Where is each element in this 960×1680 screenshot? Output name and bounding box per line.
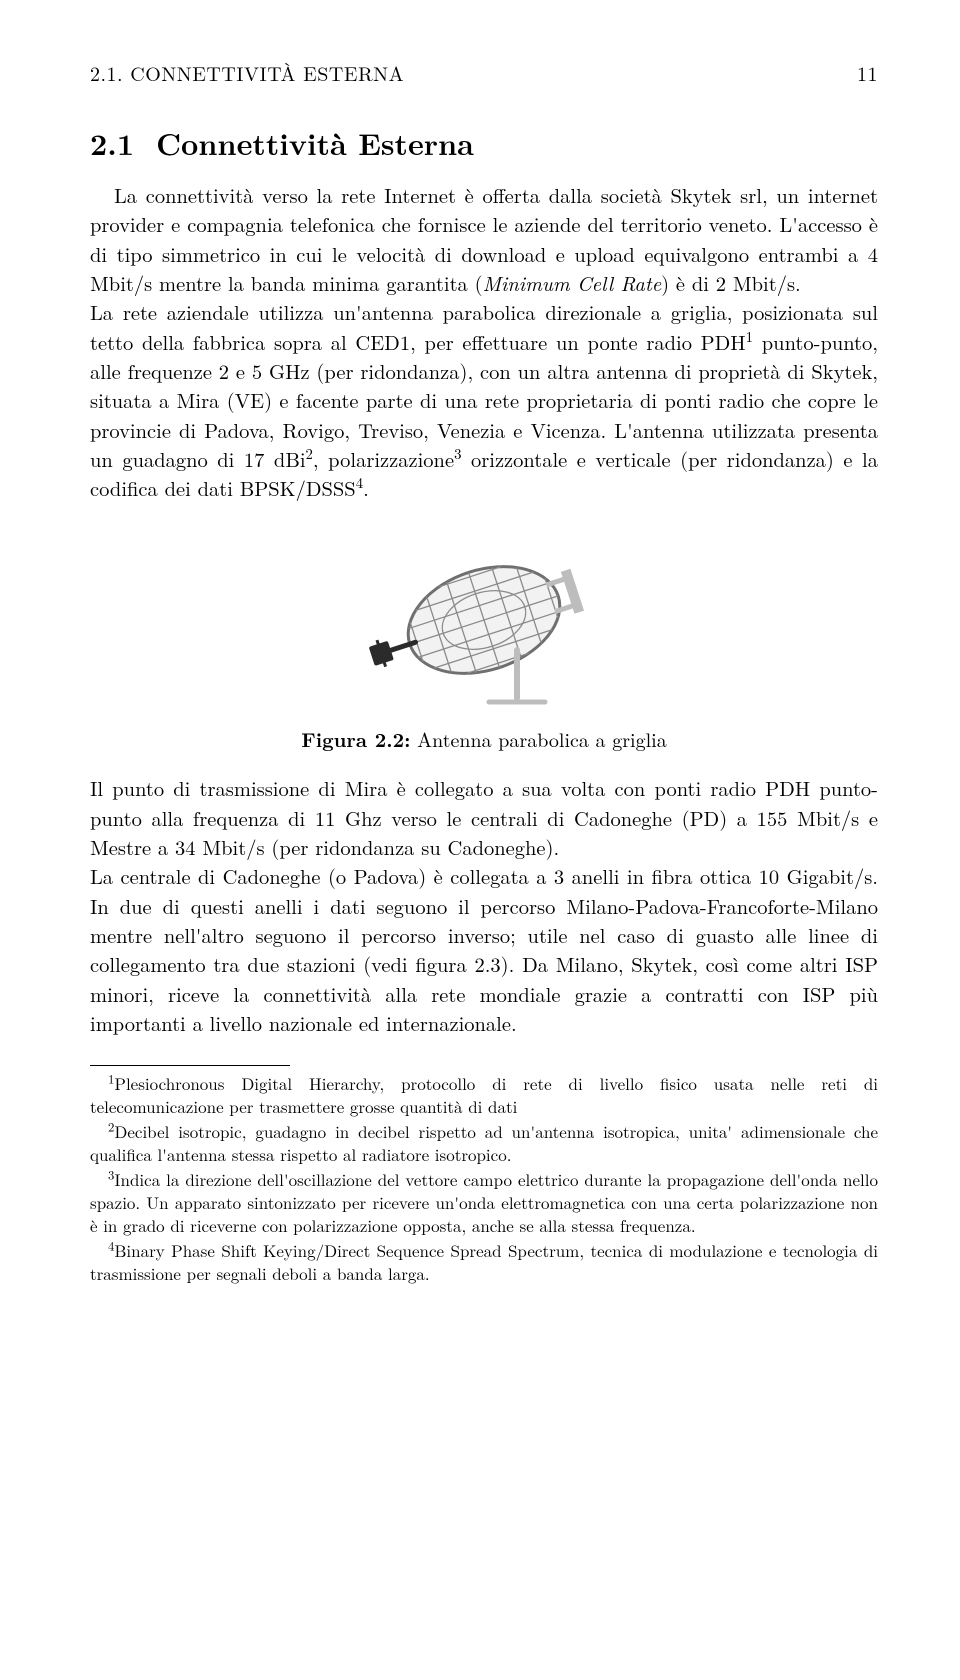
footnotes: 1Plesiochronous Digital Hierarchy, proto…	[90, 1072, 878, 1284]
footnote-3: 3Indica la direzione dell'oscillazione d…	[90, 1168, 878, 1237]
paragraph-1: La connettività verso la rete Internet è…	[90, 180, 878, 297]
figure-caption-text: Antenna parabolica a griglia	[417, 724, 667, 753]
figure-label: Figura 2.2:	[301, 724, 410, 753]
footnote-1: 1Plesiochronous Digital Hierarchy, proto…	[90, 1072, 878, 1118]
running-header: 2.1. CONNETTIVITÀ ESTERNA 11	[90, 58, 878, 87]
paragraph-3: Il punto di trasmissione di Mira è colle…	[90, 773, 878, 861]
page: 2.1. CONNETTIVITÀ ESTERNA 11 2.1Connetti…	[0, 0, 960, 1680]
footnote-marker-4: 4	[356, 472, 363, 493]
antenna-svg	[369, 530, 599, 710]
section-title: 2.1 Connettività Esterna	[90, 121, 878, 164]
section-title-text: Connettività Esterna	[156, 121, 474, 164]
p2-c: , polarizzazione	[313, 444, 454, 473]
footnote-marker-2: 2	[306, 443, 313, 464]
paragraph-2: La rete aziendale utilizza un'antenna pa…	[90, 297, 878, 502]
footnote-marker-1: 1	[746, 326, 753, 347]
section-number: 2.1	[90, 121, 134, 164]
p2-e: .	[363, 473, 369, 502]
p1-italic: Minimum Cell Rate	[483, 268, 662, 297]
paragraph-4: La centrale di Cadoneghe (o Padova) è co…	[90, 861, 878, 1037]
page-number: 11	[857, 58, 878, 87]
footnote-2: 2Decibel isotropic, guadagno in decibel …	[90, 1120, 878, 1166]
footnote-4: 4Binary Phase Shift Keying/Direct Sequen…	[90, 1239, 878, 1285]
header-left: 2.1. CONNETTIVITÀ ESTERNA	[90, 58, 404, 87]
figure-caption: Figura 2.2: Antenna parabolica a griglia	[90, 724, 878, 753]
p1-b: ) è di 2 Mbit/s.	[661, 268, 801, 297]
footnotes-rule	[90, 1065, 290, 1066]
figure-2-2: Figura 2.2: Antenna parabolica a griglia	[90, 530, 878, 753]
